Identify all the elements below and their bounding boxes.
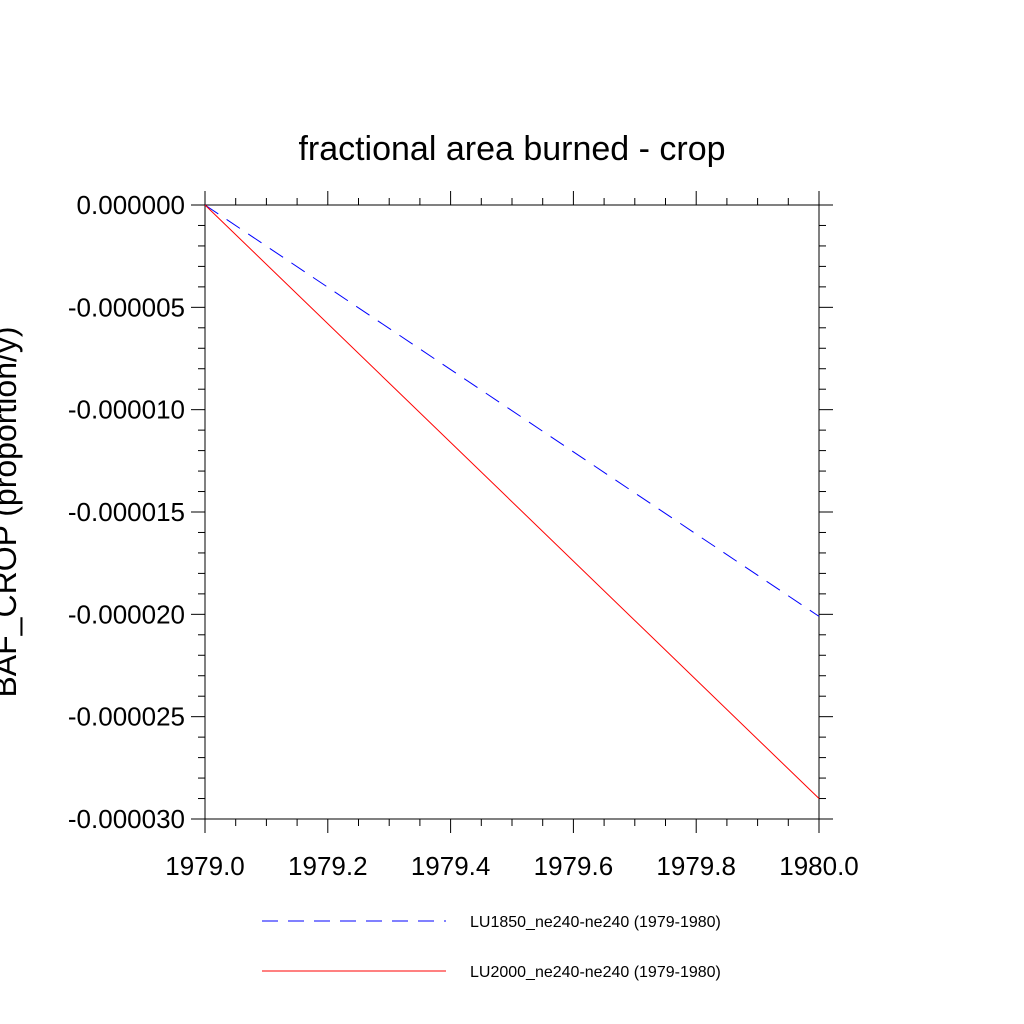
- y-tick-label: -0.000005: [68, 292, 185, 322]
- y-tick-label: -0.000020: [68, 599, 185, 629]
- plot-area: [204, 204, 820, 820]
- chart-title: fractional area burned - crop: [298, 130, 725, 168]
- x-axis-ticks: 1979.0 1979.2 1979.4 1979.6 1979.8 1980.0: [165, 191, 859, 881]
- x-tick-label: 1979.8: [656, 851, 736, 881]
- series-line: [204, 204, 820, 799]
- x-tick-label: 1980.0: [779, 851, 859, 881]
- y-axis-ticks: 0.000000 -0.000005 -0.000010 -0.000015 -0.00…: [68, 190, 833, 834]
- legend-label: LU1850_ne240-ne240 (1979-1980): [470, 914, 721, 931]
- x-tick-label: 1979.4: [411, 851, 491, 881]
- series-lines: [204, 204, 820, 799]
- series-line: [204, 204, 820, 617]
- y-tick-label: -0.000030: [68, 804, 185, 834]
- y-tick-label: -0.000015: [68, 497, 185, 527]
- y-axis-label: BAF_CROP (proportion/y): [0, 326, 23, 697]
- x-tick-label: 1979.0: [165, 851, 245, 881]
- y-tick-label: -0.000025: [68, 702, 185, 732]
- x-tick-label: 1979.6: [534, 851, 614, 881]
- legend-label: LU2000_ne240-ne240 (1979-1980): [470, 964, 721, 981]
- x-tick-label: 1979.2: [288, 851, 368, 881]
- plot-frame: [204, 204, 820, 820]
- y-tick-label: 0.000000: [77, 190, 185, 220]
- legend: LU1850_ne240-ne240 (1979-1980) LU2000_ne2…: [262, 914, 721, 981]
- y-tick-label: -0.000010: [68, 395, 185, 425]
